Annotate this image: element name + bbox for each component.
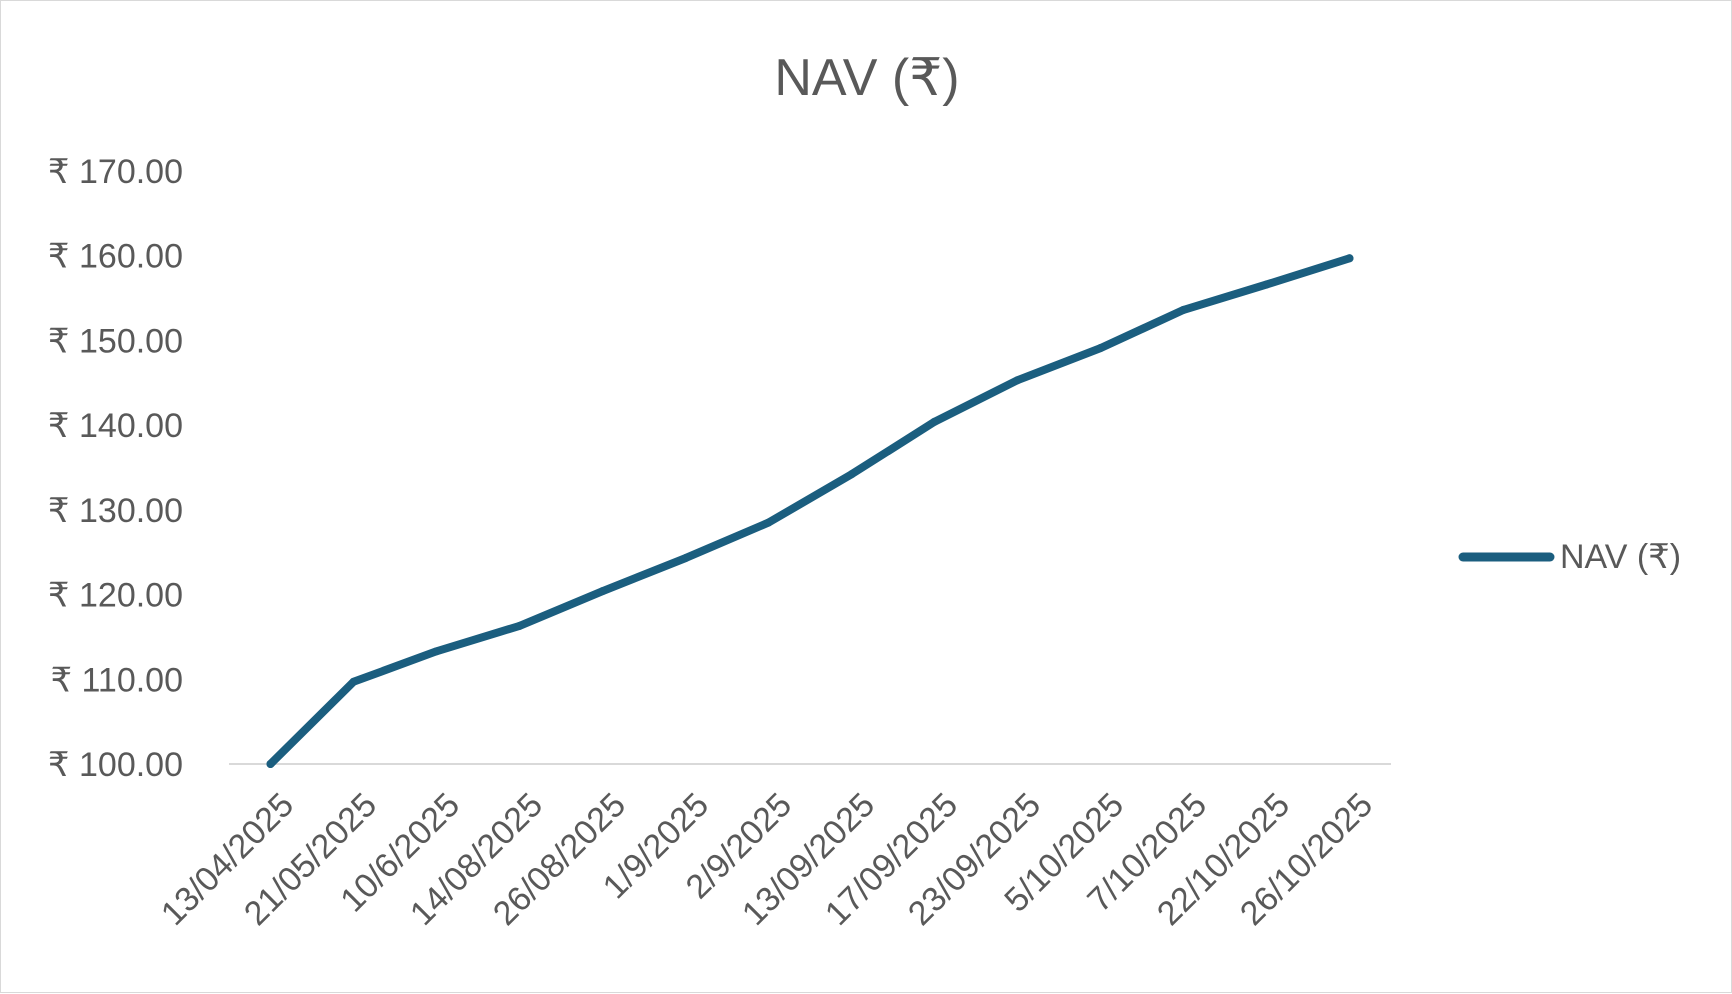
- legend[interactable]: NAV (₹): [1458, 538, 1681, 576]
- y-axis-tick-labels: ₹ 100.00 ₹ 110.00 ₹ 120.00 ₹ 130.00 ₹ 140.00…: [48, 153, 183, 784]
- y-tick-label: ₹ 140.00: [48, 407, 183, 445]
- y-tick-label: ₹ 170.00: [48, 153, 183, 191]
- data-point[interactable]: [764, 518, 773, 527]
- y-tick-label: ₹ 160.00: [48, 238, 183, 276]
- data-point[interactable]: [930, 417, 939, 426]
- legend-label-nav: NAV (₹): [1560, 538, 1681, 576]
- series-group: [266, 254, 1354, 768]
- data-point[interactable]: [1345, 254, 1354, 263]
- data-point[interactable]: [1179, 305, 1188, 314]
- data-point[interactable]: [432, 647, 441, 656]
- data-point[interactable]: [681, 554, 690, 563]
- y-tick-label: ₹ 110.00: [50, 661, 183, 699]
- series-line-nav[interactable]: [266, 254, 1354, 768]
- data-point[interactable]: [598, 587, 607, 596]
- data-point[interactable]: [349, 677, 358, 686]
- y-tick-label: ₹ 150.00: [48, 322, 183, 360]
- data-point[interactable]: [1013, 376, 1022, 385]
- data-point[interactable]: [1096, 344, 1105, 353]
- y-tick-label: ₹ 130.00: [48, 492, 183, 530]
- y-tick-label: ₹ 100.00: [48, 746, 183, 784]
- chart-title: NAV (₹): [774, 49, 959, 107]
- y-tick-label: ₹ 120.00: [48, 577, 183, 615]
- data-point[interactable]: [1262, 280, 1271, 289]
- data-point[interactable]: [266, 760, 275, 768]
- data-point[interactable]: [515, 621, 524, 630]
- x-axis-tick-labels: 13/04/202521/05/202510/6/202514/08/20252…: [154, 786, 1380, 933]
- data-point[interactable]: [847, 470, 856, 479]
